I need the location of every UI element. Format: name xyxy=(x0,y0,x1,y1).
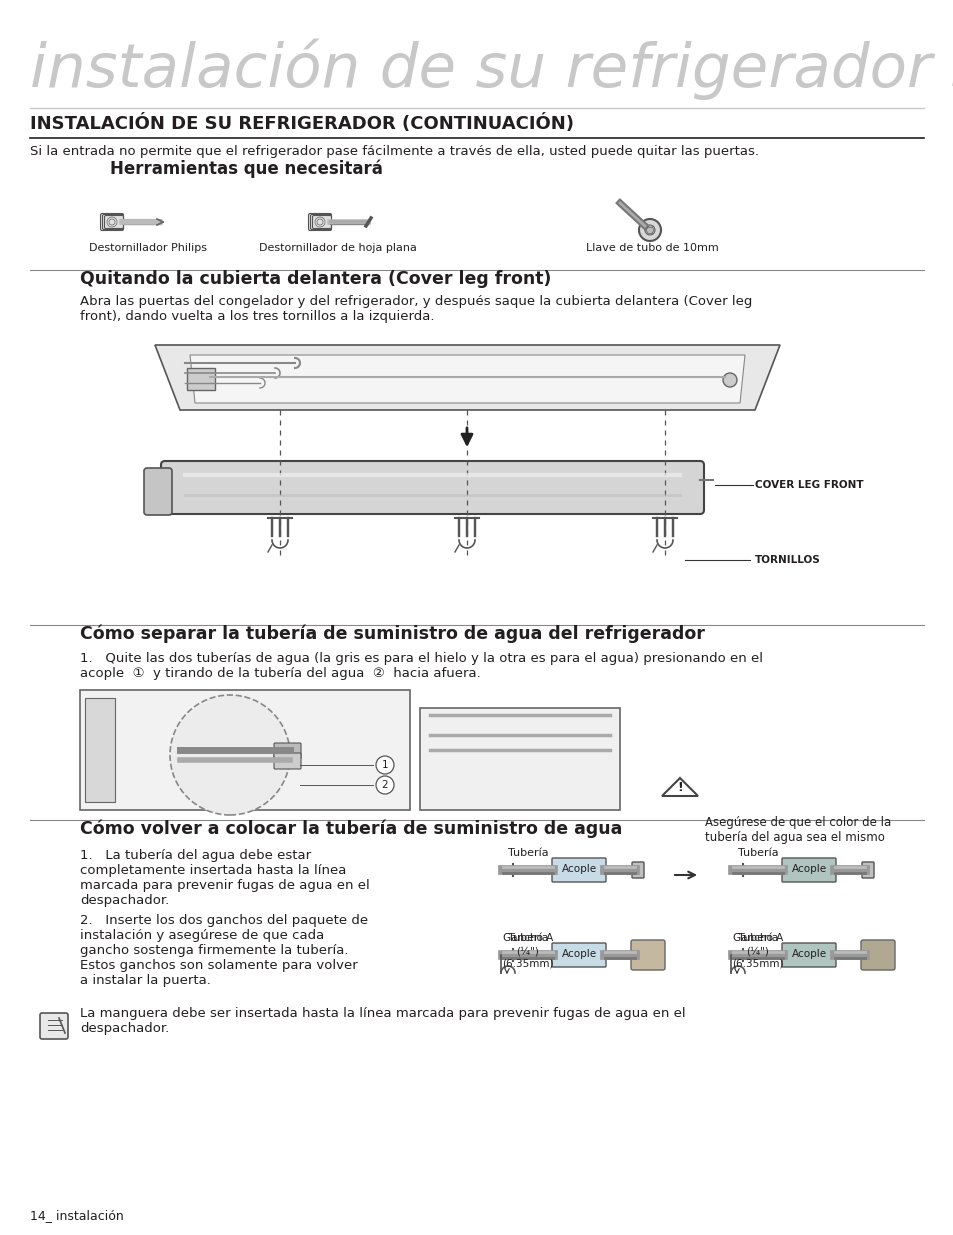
Text: (6.35mm): (6.35mm) xyxy=(732,960,783,969)
Circle shape xyxy=(644,225,655,235)
FancyBboxPatch shape xyxy=(862,862,873,878)
Text: Acople: Acople xyxy=(561,948,596,960)
FancyBboxPatch shape xyxy=(552,858,605,882)
FancyBboxPatch shape xyxy=(781,858,835,882)
Text: Herramientas que necesitará: Herramientas que necesitará xyxy=(110,159,382,178)
Circle shape xyxy=(170,695,290,815)
FancyBboxPatch shape xyxy=(144,468,172,515)
Text: (6.35mm): (6.35mm) xyxy=(501,960,553,969)
Text: 14_ instalación: 14_ instalación xyxy=(30,1209,124,1221)
Circle shape xyxy=(639,219,660,241)
Text: 1.   Quite las dos tuberías de agua (la gris es para el hielo y la otra es para : 1. Quite las dos tuberías de agua (la gr… xyxy=(80,652,762,664)
FancyBboxPatch shape xyxy=(552,944,605,967)
Text: despachador.: despachador. xyxy=(80,894,169,906)
FancyBboxPatch shape xyxy=(310,215,331,230)
FancyBboxPatch shape xyxy=(274,753,301,769)
Text: Tubería: Tubería xyxy=(737,932,778,944)
FancyBboxPatch shape xyxy=(102,215,123,230)
Text: front), dando vuelta a los tres tornillos a la izquierda.: front), dando vuelta a los tres tornillo… xyxy=(80,310,434,324)
Text: Tubería: Tubería xyxy=(507,932,548,944)
Circle shape xyxy=(722,373,737,387)
FancyBboxPatch shape xyxy=(862,947,873,963)
FancyBboxPatch shape xyxy=(308,214,331,231)
Text: instalación y asegúrese de que cada: instalación y asegúrese de que cada xyxy=(80,929,324,942)
Text: Destornillador Philips: Destornillador Philips xyxy=(89,243,207,253)
Text: Tubería: Tubería xyxy=(737,848,778,858)
Text: Acople: Acople xyxy=(561,864,596,874)
Circle shape xyxy=(375,756,394,774)
FancyBboxPatch shape xyxy=(274,743,301,760)
Text: Gancho A: Gancho A xyxy=(732,932,782,944)
Text: despachador.: despachador. xyxy=(80,1023,169,1035)
Text: instalación de su refrigerador side-by-side: instalación de su refrigerador side-by-s… xyxy=(30,38,953,100)
FancyBboxPatch shape xyxy=(861,940,894,969)
FancyBboxPatch shape xyxy=(419,708,619,810)
Text: marcada para prevenir fugas de agua en el: marcada para prevenir fugas de agua en e… xyxy=(80,879,370,892)
Text: Quitando la cubierta delantera (Cover leg front): Quitando la cubierta delantera (Cover le… xyxy=(80,270,551,288)
FancyBboxPatch shape xyxy=(631,947,643,963)
FancyBboxPatch shape xyxy=(100,214,123,231)
FancyBboxPatch shape xyxy=(781,944,835,967)
Text: 2: 2 xyxy=(381,781,388,790)
FancyBboxPatch shape xyxy=(105,215,123,228)
Text: Cómo volver a colocar la tubería de suministro de agua: Cómo volver a colocar la tubería de sumi… xyxy=(80,820,621,839)
FancyBboxPatch shape xyxy=(631,862,643,878)
Text: (¼"): (¼") xyxy=(746,947,769,957)
Polygon shape xyxy=(85,698,115,802)
Text: TORNILLOS: TORNILLOS xyxy=(754,555,820,564)
Text: Cómo separar la tubería de suministro de agua del refrigerador: Cómo separar la tubería de suministro de… xyxy=(80,625,704,643)
Text: 1: 1 xyxy=(381,760,388,769)
Text: Si la entrada no permite que el refrigerador pase fácilmente a través de ella, u: Si la entrada no permite que el refriger… xyxy=(30,144,759,158)
FancyBboxPatch shape xyxy=(80,690,410,810)
Text: Destornillador de hoja plana: Destornillador de hoja plana xyxy=(259,243,416,253)
Text: Acople: Acople xyxy=(791,864,825,874)
Text: Asegúrese de que el color de la
tubería del agua sea el mismo: Asegúrese de que el color de la tubería … xyxy=(704,816,890,844)
FancyBboxPatch shape xyxy=(630,940,664,969)
Text: Estos ganchos son solamente para volver: Estos ganchos son solamente para volver xyxy=(80,960,357,972)
FancyBboxPatch shape xyxy=(161,461,703,514)
Text: gancho sostenga firmemente la tubería.: gancho sostenga firmemente la tubería. xyxy=(80,944,348,957)
Text: completamente insertada hasta la línea: completamente insertada hasta la línea xyxy=(80,864,346,877)
Polygon shape xyxy=(190,354,744,403)
Text: (¼"): (¼") xyxy=(516,947,538,957)
Text: Gancho A: Gancho A xyxy=(502,932,553,944)
Polygon shape xyxy=(154,345,780,410)
Text: Tubería: Tubería xyxy=(507,848,548,858)
Text: La manguera debe ser insertada hasta la línea marcada para prevenir fugas de agu: La manguera debe ser insertada hasta la … xyxy=(80,1007,685,1020)
Text: Abra las puertas del congelador y del refrigerador, y después saque la cubierta : Abra las puertas del congelador y del re… xyxy=(80,295,752,308)
Text: Acople: Acople xyxy=(791,948,825,960)
Text: COVER LEG FRONT: COVER LEG FRONT xyxy=(754,480,862,490)
FancyBboxPatch shape xyxy=(40,1013,68,1039)
FancyBboxPatch shape xyxy=(313,215,331,228)
Text: 2.   Inserte los dos ganchos del paquete de: 2. Inserte los dos ganchos del paquete d… xyxy=(80,914,368,927)
Text: 1.   La tubería del agua debe estar: 1. La tubería del agua debe estar xyxy=(80,848,311,862)
Text: Llave de tubo de 10mm: Llave de tubo de 10mm xyxy=(585,243,718,253)
Text: !: ! xyxy=(677,782,682,794)
Text: INSTALACIÓN DE SU REFRIGERADOR (CONTINUACIÓN): INSTALACIÓN DE SU REFRIGERADOR (CONTINUA… xyxy=(30,114,574,133)
Text: a instalar la puerta.: a instalar la puerta. xyxy=(80,974,211,987)
Circle shape xyxy=(375,776,394,794)
FancyBboxPatch shape xyxy=(187,368,214,390)
Text: acople  ①  y tirando de la tubería del agua  ②  hacia afuera.: acople ① y tirando de la tubería del agu… xyxy=(80,667,480,680)
